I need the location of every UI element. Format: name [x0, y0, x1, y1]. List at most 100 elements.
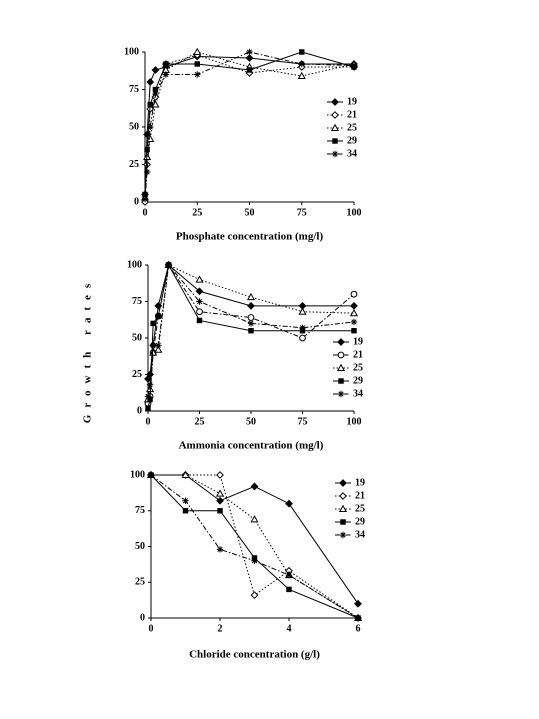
legend-label: 29 — [353, 375, 363, 386]
legend-label: 25 — [353, 362, 363, 373]
x-tick-label: 100 — [347, 207, 362, 218]
marker — [151, 66, 160, 74]
marker — [330, 123, 340, 132]
legend-label: 25 — [347, 122, 357, 133]
marker — [285, 571, 293, 579]
marker — [354, 599, 362, 608]
marker — [195, 275, 204, 283]
marker — [162, 71, 170, 78]
series-line — [147, 263, 354, 409]
marker — [285, 499, 293, 508]
marker — [246, 67, 253, 73]
marker — [146, 381, 154, 388]
marker — [331, 111, 339, 119]
y-tick-label: 0 — [134, 196, 139, 207]
shared-y-label: Growth rates — [82, 277, 94, 423]
marker — [163, 61, 169, 67]
marker — [250, 482, 259, 491]
marker — [151, 100, 160, 108]
marker — [143, 160, 151, 169]
marker — [337, 351, 345, 359]
legend-label: 21 — [355, 490, 365, 501]
marker — [196, 317, 203, 324]
x-tick-label: 75 — [298, 416, 308, 427]
marker — [195, 287, 204, 296]
marker — [339, 479, 347, 487]
marker — [247, 314, 255, 321]
marker — [297, 71, 306, 80]
marker — [338, 378, 344, 384]
y-tick-label: 25 — [129, 159, 139, 170]
marker — [350, 318, 358, 326]
x-tick-label: 25 — [195, 416, 205, 427]
series-line — [144, 55, 354, 195]
marker — [196, 308, 203, 316]
marker — [215, 489, 225, 497]
marker — [286, 586, 292, 593]
series-line — [151, 474, 359, 604]
marker — [349, 308, 359, 317]
marker — [143, 168, 151, 176]
marker — [247, 301, 255, 310]
series-line — [150, 474, 359, 619]
series-line — [147, 264, 355, 400]
legend-label: 19 — [353, 336, 363, 347]
marker — [331, 98, 339, 106]
marker — [146, 78, 155, 86]
marker — [337, 338, 345, 346]
marker — [165, 261, 172, 269]
marker — [144, 146, 150, 153]
marker — [350, 62, 358, 69]
y-tick-label: 75 — [132, 296, 142, 307]
marker — [150, 320, 156, 327]
marker — [350, 301, 358, 310]
marker — [350, 290, 358, 298]
x-tick-label: 0 — [143, 207, 148, 218]
marker — [299, 324, 306, 331]
legend-label: 34 — [353, 388, 363, 399]
x-tick-label: 75 — [297, 207, 307, 218]
series-line — [151, 474, 359, 619]
legend-label: 19 — [355, 477, 365, 488]
marker — [340, 519, 346, 525]
marker — [354, 614, 362, 622]
marker — [143, 130, 151, 139]
marker — [245, 54, 254, 62]
marker — [147, 101, 153, 108]
legend-label: 21 — [347, 109, 357, 120]
marker — [299, 49, 305, 55]
marker — [155, 342, 162, 349]
marker — [216, 546, 224, 553]
x-axis-label: Phosphate concentration (mg/l) — [176, 231, 324, 243]
series-line — [150, 474, 359, 619]
x-tick-label: 0 — [149, 623, 154, 634]
legend-label: 29 — [355, 516, 365, 527]
marker — [194, 71, 201, 78]
marker — [147, 396, 153, 403]
x-tick-label: 50 — [246, 416, 256, 427]
y-tick-label: 100 — [127, 259, 142, 270]
marker — [152, 90, 159, 98]
marker — [250, 515, 259, 523]
marker — [182, 497, 189, 504]
marker — [339, 492, 347, 500]
marker — [337, 390, 345, 398]
series-line — [147, 263, 355, 404]
y-tick-label: 50 — [135, 541, 145, 552]
marker — [216, 496, 224, 505]
marker — [338, 504, 348, 513]
y-tick-label: 25 — [135, 577, 145, 588]
y-tick-label: 50 — [132, 332, 142, 343]
marker — [247, 320, 255, 327]
marker — [331, 150, 339, 158]
y-tick-label: 100 — [130, 469, 145, 480]
marker — [181, 470, 190, 479]
marker — [147, 123, 154, 131]
marker — [144, 393, 152, 400]
x-tick-label: 0 — [146, 416, 151, 427]
marker — [149, 342, 157, 349]
marker — [216, 471, 224, 479]
marker — [336, 363, 346, 372]
marker — [146, 134, 155, 143]
